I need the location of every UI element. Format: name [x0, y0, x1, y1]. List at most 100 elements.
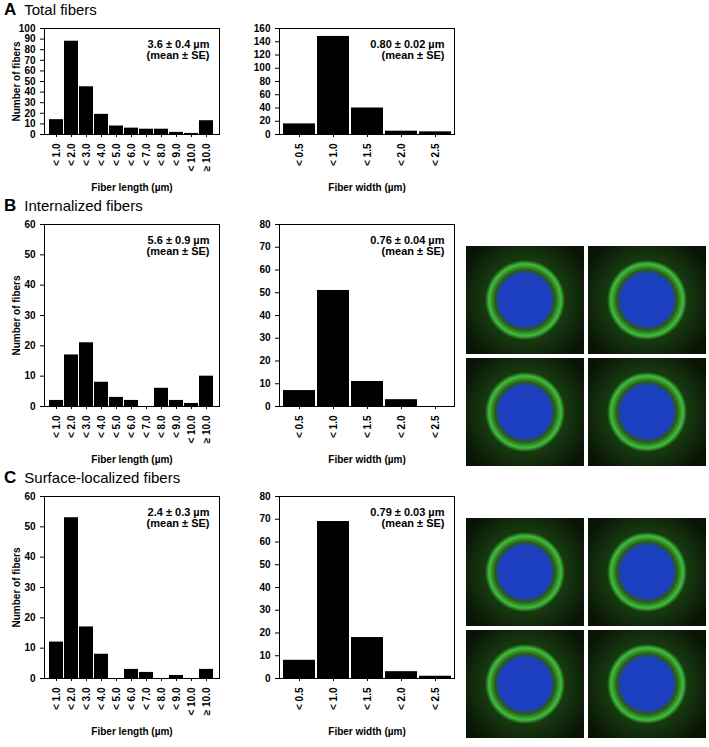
svg-text:Number of fibers: Number of fibers: [11, 275, 22, 355]
svg-text:< 2.5: < 2.5: [430, 143, 441, 166]
svg-text:< 6.0: < 6.0: [126, 415, 137, 438]
svg-text:40: 40: [259, 582, 271, 593]
svg-text:20: 20: [259, 115, 271, 126]
svg-text:< 5.0: < 5.0: [111, 687, 122, 710]
svg-text:≥ 10.0: ≥ 10.0: [201, 687, 212, 715]
svg-text:< 0.5: < 0.5: [294, 415, 305, 438]
svg-text:0: 0: [265, 401, 271, 412]
svg-text:< 6.0: < 6.0: [126, 687, 137, 710]
svg-text:< 9.0: < 9.0: [171, 415, 182, 438]
svg-text:80: 80: [259, 76, 271, 87]
svg-text:30: 30: [24, 310, 36, 321]
svg-text:< 1.0: < 1.0: [328, 415, 339, 438]
svg-text:0: 0: [265, 129, 271, 140]
svg-text:0.79 ± 0.03 µm(mean ± SE): 0.79 ± 0.03 µm(mean ± SE): [370, 506, 444, 529]
svg-text:< 7.0: < 7.0: [141, 415, 152, 438]
svg-text:40: 40: [24, 86, 36, 97]
svg-text:0.76 ± 0.04 µm(mean ± SE): 0.76 ± 0.04 µm(mean ± SE): [370, 234, 444, 257]
svg-text:40: 40: [259, 102, 271, 113]
svg-text:140: 140: [254, 36, 271, 47]
svg-text:0: 0: [265, 673, 271, 684]
svg-text:< 2.0: < 2.0: [66, 143, 77, 166]
svg-text:60: 60: [259, 89, 271, 100]
svg-text:40: 40: [24, 551, 36, 562]
svg-text:20: 20: [259, 355, 271, 366]
svg-text:< 1.0: < 1.0: [328, 687, 339, 710]
svg-text:< 1.0: < 1.0: [328, 143, 339, 166]
svg-text:Fiber width (µm): Fiber width (µm): [328, 454, 405, 465]
svg-text:< 2.0: < 2.0: [396, 415, 407, 438]
svg-text:80: 80: [259, 219, 271, 230]
svg-text:< 0.5: < 0.5: [294, 687, 305, 710]
svg-text:60: 60: [24, 219, 36, 230]
svg-text:< 10.0: < 10.0: [186, 687, 197, 716]
svg-text:Fiber width (µm): Fiber width (µm): [328, 182, 405, 193]
svg-text:Fiber length (µm): Fiber length (µm): [91, 182, 172, 193]
svg-text:10: 10: [24, 370, 36, 381]
svg-text:80: 80: [24, 44, 36, 55]
svg-text:100: 100: [254, 62, 271, 73]
svg-text:50: 50: [24, 76, 36, 87]
svg-text:≥ 10.0: ≥ 10.0: [201, 415, 212, 443]
svg-text:< 1.5: < 1.5: [362, 687, 373, 710]
svg-text:50: 50: [259, 559, 271, 570]
svg-text:60: 60: [259, 536, 271, 547]
svg-text:10: 10: [24, 118, 36, 129]
svg-text:< 1.5: < 1.5: [362, 415, 373, 438]
svg-text:< 2.0: < 2.0: [396, 143, 407, 166]
svg-text:20: 20: [24, 108, 36, 119]
svg-text:50: 50: [24, 249, 36, 260]
svg-text:< 2.5: < 2.5: [430, 687, 441, 710]
svg-text:< 8.0: < 8.0: [156, 143, 167, 166]
svg-text:< 4.0: < 4.0: [96, 687, 107, 710]
svg-text:20: 20: [259, 627, 271, 638]
svg-text:100: 100: [19, 23, 36, 34]
svg-text:< 6.0: < 6.0: [126, 143, 137, 166]
svg-text:90: 90: [24, 33, 36, 44]
svg-text:50: 50: [24, 521, 36, 532]
svg-text:< 7.0: < 7.0: [141, 687, 152, 710]
svg-text:70: 70: [24, 55, 36, 66]
svg-text:Fiber length (µm): Fiber length (µm): [91, 454, 172, 465]
svg-text:0: 0: [30, 129, 36, 140]
svg-text:160: 160: [254, 23, 271, 34]
svg-text:20: 20: [24, 612, 36, 623]
svg-text:< 8.0: < 8.0: [156, 415, 167, 438]
svg-text:3.6 ± 0.4 µm(mean ± SE): 3.6 ± 0.4 µm(mean ± SE): [147, 38, 210, 61]
svg-text:120: 120: [254, 49, 271, 60]
svg-text:0: 0: [30, 401, 36, 412]
svg-text:40: 40: [259, 310, 271, 321]
svg-text:10: 10: [259, 378, 271, 389]
svg-text:< 0.5: < 0.5: [294, 143, 305, 166]
svg-text:70: 70: [259, 513, 271, 524]
svg-text:< 2.0: < 2.0: [66, 415, 77, 438]
svg-text:< 1.0: < 1.0: [51, 687, 62, 710]
svg-text:2.4 ± 0.3 µm(mean ± SE): 2.4 ± 0.3 µm(mean ± SE): [147, 506, 210, 529]
svg-text:60: 60: [24, 65, 36, 76]
svg-text:< 7.0: < 7.0: [141, 143, 152, 166]
svg-text:Number of fibers: Number of fibers: [11, 41, 22, 121]
svg-text:< 4.0: < 4.0: [96, 143, 107, 166]
svg-text:50: 50: [259, 287, 271, 298]
svg-text:< 2.0: < 2.0: [66, 687, 77, 710]
svg-text:< 10.0: < 10.0: [186, 415, 197, 444]
svg-text:< 3.0: < 3.0: [81, 687, 92, 710]
svg-text:< 2.0: < 2.0: [396, 687, 407, 710]
svg-text:30: 30: [24, 97, 36, 108]
svg-text:Number of fibers: Number of fibers: [11, 547, 22, 627]
svg-text:< 9.0: < 9.0: [171, 143, 182, 166]
svg-text:0: 0: [30, 673, 36, 684]
svg-text:20: 20: [24, 340, 36, 351]
svg-text:< 2.5: < 2.5: [430, 415, 441, 438]
svg-text:10: 10: [259, 650, 271, 661]
svg-text:30: 30: [259, 604, 271, 615]
svg-text:70: 70: [259, 241, 271, 252]
svg-text:80: 80: [259, 491, 271, 502]
svg-text:Fiber width (µm): Fiber width (µm): [328, 726, 405, 737]
svg-text:< 9.0: < 9.0: [171, 687, 182, 710]
svg-text:< 8.0: < 8.0: [156, 687, 167, 710]
svg-text:40: 40: [24, 279, 36, 290]
svg-text:< 5.0: < 5.0: [111, 415, 122, 438]
svg-text:< 3.0: < 3.0: [81, 143, 92, 166]
svg-text:< 1.0: < 1.0: [51, 143, 62, 166]
